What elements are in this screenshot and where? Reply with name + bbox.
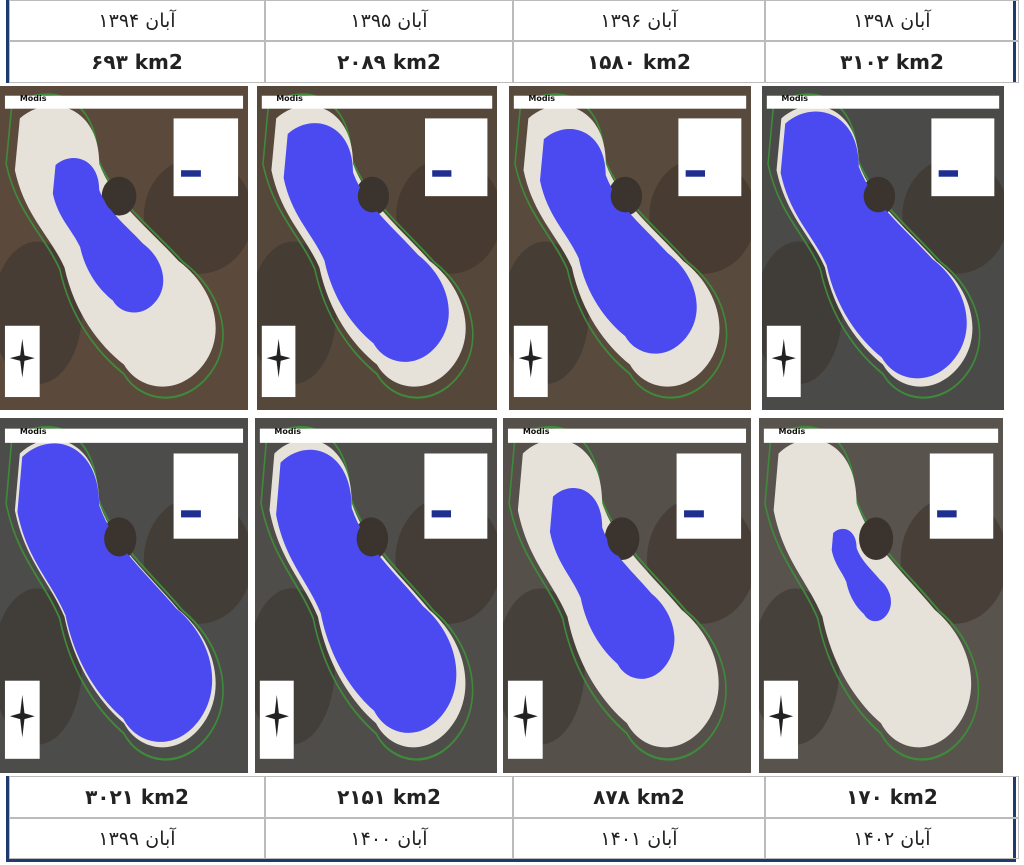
lake-water xyxy=(283,123,449,362)
island xyxy=(863,179,893,213)
map-label: Modis xyxy=(522,426,550,436)
legend xyxy=(931,118,995,197)
compass xyxy=(518,338,543,378)
legend xyxy=(173,118,239,197)
lake-map xyxy=(503,418,751,773)
lake-water xyxy=(780,111,967,379)
legend xyxy=(424,453,488,539)
date-cell: آبان ۱۳۹۶ xyxy=(513,0,765,41)
map-label: Modis xyxy=(528,94,556,104)
map-header xyxy=(513,95,747,109)
lake-water xyxy=(831,528,891,622)
legend-swatch xyxy=(684,510,704,518)
map-label: Modis xyxy=(19,426,47,436)
area-cell: ۱۷۰ km2 xyxy=(765,776,1019,818)
lake-map xyxy=(0,86,248,410)
date-cell: آبان ۱۳۹۹ xyxy=(9,818,265,859)
map-header xyxy=(4,95,244,109)
area-cell: ۱۵۸۰ km2 xyxy=(513,41,765,83)
map-label: Modis xyxy=(19,94,47,104)
lake-water xyxy=(17,443,213,742)
bottom-table: ۳۰۲۱ km2 ۲۱۵۱ km2 ۸۷۸ km2 ۱۷۰ km2 آبان ۱۳۹۹ آ… xyxy=(6,776,1019,862)
compass xyxy=(768,694,794,738)
date-cell: آبان ۱۳۹۴ xyxy=(9,0,265,41)
legend-swatch xyxy=(432,170,452,177)
compass xyxy=(512,694,538,738)
map-label: Modis xyxy=(781,94,809,104)
area-cell: ۲۰۸۹ km2 xyxy=(265,41,513,83)
island xyxy=(861,520,891,557)
lake-water xyxy=(276,449,457,733)
island xyxy=(357,179,387,213)
island xyxy=(610,179,640,213)
lake-map xyxy=(759,418,1003,773)
map-header xyxy=(259,428,493,443)
lake-map xyxy=(762,86,1004,410)
lake-map xyxy=(257,86,497,410)
legend xyxy=(425,118,488,197)
map-header xyxy=(261,95,493,109)
map-label: Modis xyxy=(274,426,302,436)
area-cell: ۲۱۵۱ km2 xyxy=(265,776,513,818)
map-label: Modis xyxy=(276,94,303,104)
lake-map xyxy=(0,418,248,773)
lake-map xyxy=(509,86,751,410)
legend-swatch xyxy=(181,510,201,518)
map-header xyxy=(766,95,1000,109)
legend xyxy=(676,453,742,539)
top-table: آبان ۱۳۹۴ آبان ۱۳۹۵ آبان ۱۳۹۶ آبان ۱۳۹۸ ۶۹۳ … xyxy=(6,0,1019,83)
date-cell: آبان ۱۴۰۲ xyxy=(765,818,1019,859)
legend-swatch xyxy=(937,510,957,518)
lake-water xyxy=(549,488,675,679)
date-cell: آبان ۱۴۰۰ xyxy=(265,818,513,859)
island xyxy=(104,520,134,557)
date-cell: آبان ۱۳۹۸ xyxy=(765,0,1019,41)
map-header xyxy=(507,428,747,443)
compass xyxy=(771,338,796,378)
lake-water xyxy=(539,128,697,354)
legend-swatch xyxy=(685,170,706,177)
legend-swatch xyxy=(938,170,959,177)
legend-swatch xyxy=(181,170,201,177)
compass xyxy=(9,338,35,378)
lake-map xyxy=(255,418,497,773)
map-label: Modis xyxy=(778,426,806,436)
date-cell: آبان ۱۴۰۱ xyxy=(513,818,765,859)
map-header xyxy=(763,428,999,443)
legend xyxy=(929,453,994,539)
legend-swatch xyxy=(431,510,452,518)
date-cell: آبان ۱۳۹۵ xyxy=(265,0,513,41)
compass xyxy=(266,338,291,378)
compass xyxy=(9,694,35,738)
legend xyxy=(173,453,239,539)
area-cell: ۸۷۸ km2 xyxy=(513,776,765,818)
lake-water xyxy=(52,158,164,313)
island xyxy=(607,520,637,557)
island xyxy=(104,179,134,213)
island xyxy=(356,520,386,557)
legend xyxy=(678,118,742,197)
map-header xyxy=(4,428,244,443)
compass xyxy=(264,694,289,738)
area-cell: ۶۹۳ km2 xyxy=(9,41,265,83)
area-cell: ۳۱۰۲ km2 xyxy=(765,41,1019,83)
area-cell: ۳۰۲۱ km2 xyxy=(9,776,265,818)
